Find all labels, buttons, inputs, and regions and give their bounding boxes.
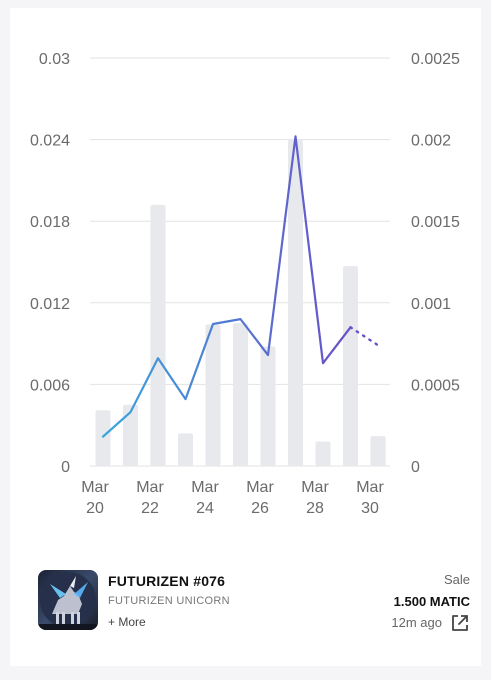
left-tick-label: 0.03	[39, 51, 70, 68]
right-tick-label: 0.002	[411, 133, 451, 150]
volume-bars	[95, 139, 386, 466]
volume-bar[interactable]	[205, 324, 221, 466]
price-point[interactable]	[180, 393, 192, 405]
x-tick-month: Mar	[136, 479, 164, 496]
volume-bar[interactable]	[370, 436, 386, 466]
price-point[interactable]	[207, 318, 219, 330]
frame-right	[481, 0, 491, 680]
right-tick-label: 0.0005	[411, 377, 460, 394]
price-point[interactable]	[290, 130, 302, 142]
volume-bar[interactable]	[288, 139, 303, 466]
x-tick-day: 22	[141, 500, 159, 517]
x-tick-day: 26	[251, 500, 269, 517]
price-point[interactable]	[262, 349, 274, 361]
x-axis: Mar 20 Mar 22 Mar 24 Mar 26 Mar 28 Mar 30	[81, 479, 384, 517]
frame-bottom	[0, 666, 491, 680]
left-tick-label: 0.012	[30, 296, 70, 313]
sale-price: 1.500 MATIC	[393, 594, 470, 609]
more-link[interactable]: + More	[108, 615, 146, 629]
sale-item-row[interactable]: FUTURIZEN #076 FUTURIZEN UNICORN + More …	[38, 570, 478, 634]
x-tick-month: Mar	[81, 479, 109, 496]
x-tick-month: Mar	[191, 479, 219, 496]
price-point[interactable]	[125, 406, 137, 418]
price-point[interactable]	[97, 431, 109, 443]
volume-bar[interactable]	[260, 346, 276, 466]
volume-bar[interactable]	[343, 266, 358, 466]
price-point[interactable]	[235, 313, 247, 325]
left-tick-label: 0.018	[30, 214, 70, 231]
right-tick-label: 0	[411, 459, 420, 476]
x-tick-month: Mar	[301, 479, 329, 496]
volume-bar[interactable]	[95, 410, 111, 466]
sale-time: 12m ago	[391, 615, 442, 630]
x-tick-day: 30	[361, 500, 379, 517]
item-collection[interactable]: FUTURIZEN UNICORN	[108, 595, 230, 607]
volume-bar[interactable]	[123, 404, 138, 466]
left-axis: 0 0.006 0.012 0.018 0.024 0.03	[30, 51, 70, 476]
price-point[interactable]	[372, 339, 384, 351]
x-tick-month: Mar	[246, 479, 274, 496]
volume-bar[interactable]	[178, 433, 193, 466]
price-line-projection	[349, 326, 380, 347]
right-axis: 0 0.0005 0.001 0.0015 0.002 0.0025	[411, 51, 460, 476]
left-tick-label: 0	[61, 459, 70, 476]
sale-label: Sale	[443, 572, 470, 587]
left-tick-label: 0.006	[30, 377, 70, 394]
price-point[interactable]	[152, 352, 164, 364]
x-tick-month: Mar	[356, 479, 384, 496]
x-tick-day: 28	[306, 500, 324, 517]
volume-bar[interactable]	[233, 323, 248, 466]
frame-top	[0, 0, 491, 8]
unicorn-icon	[38, 572, 98, 630]
volume-bar[interactable]	[315, 441, 331, 466]
x-tick-day: 20	[86, 500, 104, 517]
volume-bar[interactable]	[150, 204, 166, 466]
left-tick-label: 0.024	[30, 133, 70, 150]
frame-left	[0, 0, 10, 680]
item-name[interactable]: FUTURIZEN #076	[108, 573, 226, 589]
right-tick-label: 0.001	[411, 296, 451, 313]
price-line-solid	[101, 135, 352, 438]
price-chart: 0 0.006 0.012 0.018 0.024 0.03 0 0.0005 0.001 0.…	[30, 51, 460, 517]
right-tick-label: 0.0025	[411, 51, 460, 68]
price-point[interactable]	[317, 357, 329, 369]
price-line	[97, 130, 384, 443]
unicorn-nft-thumbnail[interactable]	[38, 570, 98, 630]
price-point[interactable]	[345, 321, 357, 333]
right-tick-label: 0.0015	[411, 214, 460, 231]
x-tick-day: 24	[196, 500, 214, 517]
external-link-icon[interactable]	[450, 613, 470, 633]
